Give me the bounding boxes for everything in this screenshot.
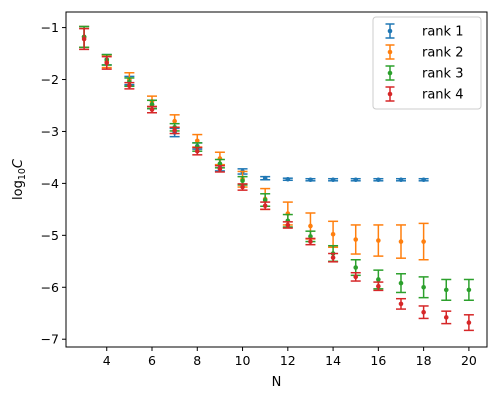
x-tick-label: 14 (325, 353, 341, 368)
data-point (308, 234, 313, 239)
data-point (262, 197, 268, 203)
data-point (217, 161, 223, 166)
data-point (285, 222, 291, 228)
data-point (81, 36, 87, 42)
legend-marker-point (387, 49, 393, 55)
data-point (398, 239, 404, 244)
series-layer (79, 25, 474, 332)
data-point (330, 255, 336, 260)
data-point (376, 277, 381, 282)
y-tick-label: −2 (41, 72, 59, 87)
x-tick-label: 10 (235, 353, 251, 368)
data-point (172, 128, 177, 133)
y-tick-label: −4 (41, 176, 59, 191)
data-point (308, 177, 313, 183)
data-point (398, 301, 404, 307)
data-point (443, 287, 449, 293)
x-tick-label: 4 (103, 353, 111, 368)
data-point (376, 238, 381, 243)
data-point (240, 178, 245, 184)
data-point (104, 60, 110, 66)
y-axis-label-var: C (11, 158, 26, 168)
y-axis-label-subscript: 10 (17, 168, 28, 180)
data-point (398, 280, 404, 286)
legend-entry-3: rank 3 (385, 65, 463, 82)
data-point (308, 239, 313, 244)
data-point (353, 274, 359, 280)
axes-layer: 4 6 8 10 12 14 16 18 20 −1 −2 −3 −4 −5 −6 −7 (41, 20, 477, 368)
data-point (353, 177, 359, 183)
data-point (262, 203, 268, 209)
x-tick-label: 8 (193, 353, 201, 368)
data-point (217, 166, 223, 172)
data-point (149, 102, 155, 107)
legend-label: rank 3 (422, 67, 463, 82)
x-tick-label: 16 (370, 353, 386, 368)
legend-marker-point (387, 28, 393, 34)
data-point (421, 309, 426, 315)
legend-entry-1: rank 1 (385, 23, 463, 40)
y-tick-label: −6 (41, 280, 59, 295)
data-point (376, 177, 381, 183)
data-point (285, 176, 291, 182)
data-point (466, 320, 472, 325)
data-point (353, 265, 359, 270)
legend-marker-point (387, 91, 393, 97)
x-tick-label: 18 (416, 353, 432, 368)
legend-label: rank 2 (422, 46, 463, 61)
x-tick-label: 6 (148, 353, 156, 368)
data-point (398, 177, 404, 183)
data-point (127, 83, 132, 89)
legend: rank 1 rank 2 rank 3 rank 4 (372, 16, 482, 110)
data-point (421, 177, 426, 183)
series-4 (79, 27, 474, 332)
data-point (262, 175, 268, 181)
plot-frame (65, 11, 488, 348)
data-point (421, 239, 426, 244)
x-tick-label: 20 (461, 353, 477, 368)
x-tick-label: 12 (280, 353, 296, 368)
data-point (330, 177, 336, 183)
legend-box (372, 16, 482, 110)
data-point (421, 284, 426, 290)
x-axis-label: N (272, 375, 282, 390)
y-axis-label: log10C (11, 158, 28, 200)
legend-label: rank 4 (422, 88, 463, 103)
legend-entry-2: rank 2 (385, 44, 463, 61)
y-tick-label: −3 (41, 124, 59, 139)
legend-label: rank 1 (422, 25, 463, 40)
y-tick-label: −1 (41, 20, 59, 35)
data-point (172, 118, 177, 124)
y-tick-label: −7 (41, 332, 59, 347)
data-point (240, 184, 245, 190)
data-point (353, 237, 359, 242)
data-point (194, 148, 200, 154)
data-point (443, 315, 449, 320)
data-point (466, 287, 472, 293)
data-point (330, 231, 336, 237)
data-point (149, 107, 155, 112)
data-point (376, 283, 381, 289)
data-point (308, 223, 313, 229)
y-axis-label-base: log (11, 180, 26, 200)
legend-marker-point (387, 70, 393, 76)
y-tick-label: −5 (41, 228, 59, 243)
legend-entry-4: rank 4 (385, 86, 463, 103)
data-point (194, 138, 200, 144)
